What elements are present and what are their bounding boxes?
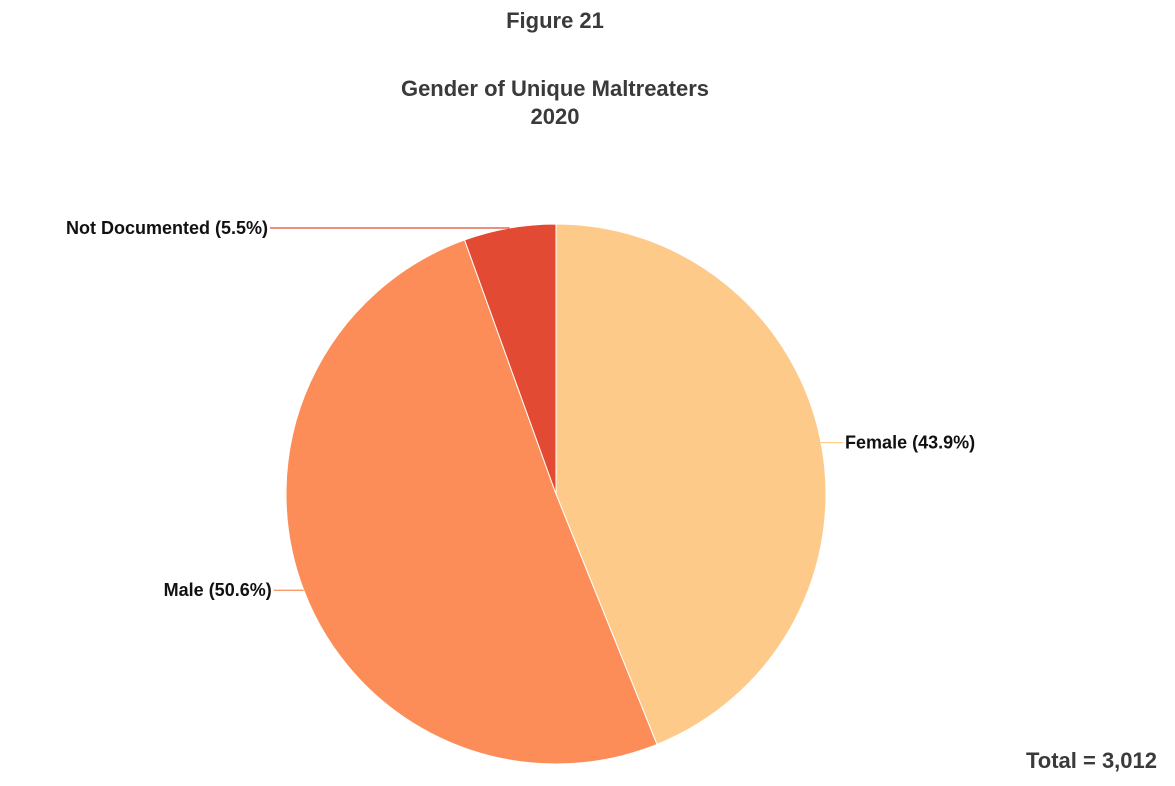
chart-title-line: Gender of Unique Maltreaters	[400, 76, 710, 101]
pie-slice-male	[285, 239, 658, 765]
slice-label-female: Female (43.9%)	[845, 433, 975, 453]
slice-label-not-documented: Not Documented (5.5%)	[66, 218, 268, 238]
pie-slice-not-documented	[463, 223, 557, 495]
chart-subtitle-line: 2020	[530, 104, 580, 129]
pie-slice-female	[555, 223, 827, 746]
chart-title: Gender of Unique Maltreaters 2020	[0, 75, 1110, 131]
slice-label-male: Male (50.6%)	[164, 580, 272, 600]
total-label: Total = 3,012	[1025, 748, 1157, 773]
figure-label: Figure 21	[506, 8, 604, 33]
